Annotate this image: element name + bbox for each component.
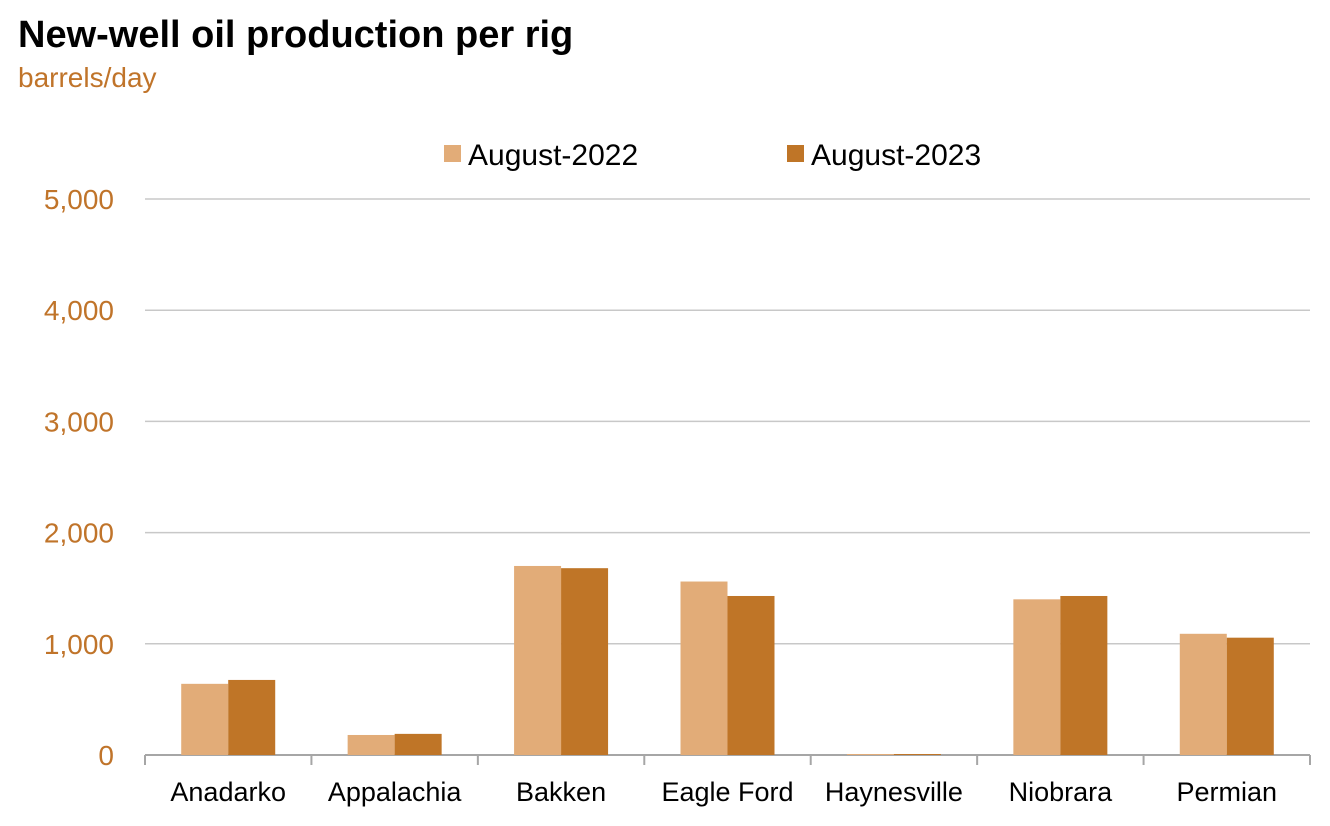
bar-haynesville-august-2023 (893, 754, 941, 755)
bar-appalachia-august-2023 (394, 733, 442, 755)
x-category-label: Eagle Ford (661, 777, 793, 807)
bar-eagle-ford-august-2022 (680, 581, 728, 755)
x-category-label: Haynesville (825, 777, 963, 807)
bar-anadarko-august-2022 (181, 683, 229, 755)
y-tick-label: 1,000 (44, 629, 114, 660)
bar-bakken-august-2023 (561, 568, 609, 755)
bar-permian-august-2022 (1179, 633, 1227, 755)
bar-appalachia-august-2022 (347, 734, 395, 755)
bar-niobrara-august-2022 (1013, 599, 1061, 755)
legend-label-august-2022: August-2022 (468, 139, 638, 172)
bar-haynesville-august-2022 (846, 754, 894, 755)
legend-label-august-2023: August-2023 (811, 139, 981, 172)
x-category-label: Anadarko (170, 777, 286, 807)
legend-swatch-august-2023 (787, 145, 804, 162)
y-tick-label: 5,000 (44, 184, 114, 215)
bar-anadarko-august-2023 (228, 679, 276, 755)
bar-bakken-august-2022 (514, 565, 562, 755)
x-category-label: Bakken (516, 777, 606, 807)
chart-subtitle: barrels/day (18, 62, 157, 93)
y-tick-label: 2,000 (44, 518, 114, 549)
y-tick-label: 4,000 (44, 295, 114, 326)
x-category-label: Permian (1177, 777, 1278, 807)
bar-eagle-ford-august-2023 (727, 595, 775, 755)
bar-permian-august-2023 (1226, 637, 1274, 755)
y-tick-label: 3,000 (44, 406, 114, 437)
x-category-label: Niobrara (1009, 777, 1114, 807)
chart-title: New-well oil production per rig (18, 14, 574, 56)
x-category-label: Appalachia (328, 777, 463, 807)
bar-niobrara-august-2023 (1060, 595, 1108, 755)
y-tick-label: 0 (98, 740, 114, 771)
legend-swatch-august-2022 (444, 145, 461, 162)
